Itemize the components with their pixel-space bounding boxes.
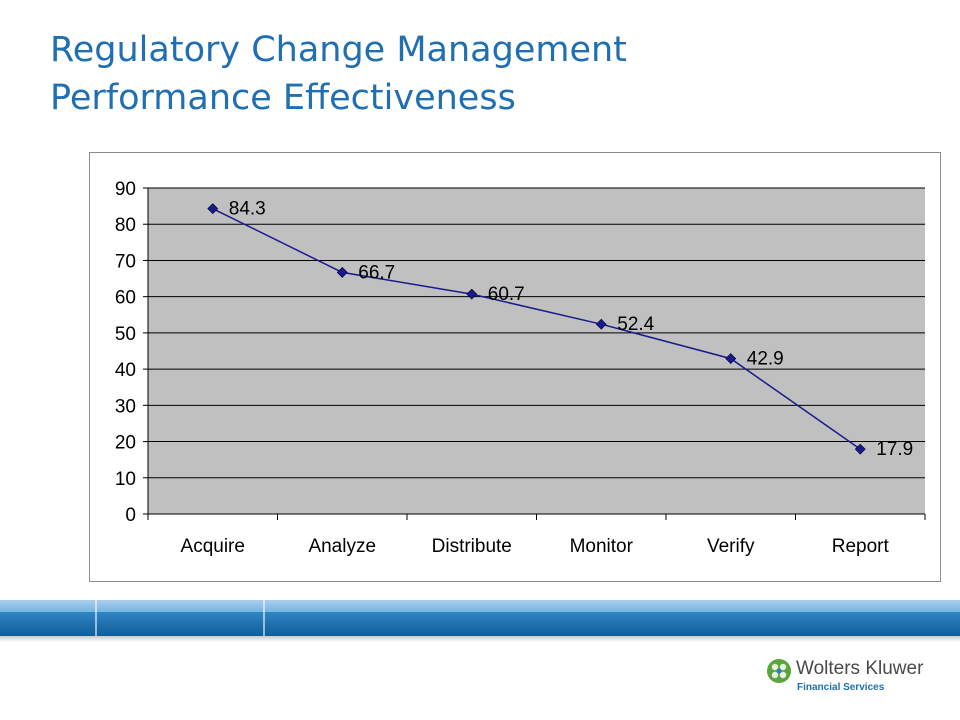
logo-subtitle: Financial Services <box>797 682 885 693</box>
slide-title: Regulatory Change Management Performance… <box>50 26 910 122</box>
company-logo: Wolters Kluwer Financial Services <box>766 656 946 700</box>
wolters-kluwer-globe-icon <box>767 659 791 683</box>
x-tick-label: Analyze <box>308 536 376 557</box>
y-tick-label: 80 <box>115 215 136 236</box>
y-tick-label: 70 <box>115 251 136 272</box>
y-tick-label: 90 <box>115 179 136 200</box>
y-tick-label: 60 <box>115 288 136 309</box>
footer-band <box>0 612 960 636</box>
y-tick-label: 40 <box>115 360 136 381</box>
chart-frame: 0 10 20 30 40 50 60 70 80 90 Acquire Analyze Distrib… <box>89 152 941 582</box>
x-tick-label: Report <box>832 536 890 557</box>
line-chart: 0 10 20 30 40 50 60 70 80 90 Acquire Analyze Distrib… <box>115 179 926 557</box>
data-label: 52.4 <box>617 314 654 335</box>
y-tick-label: 50 <box>115 324 136 345</box>
footer-band-divider <box>95 600 97 636</box>
footer-band-highlight <box>0 600 960 612</box>
footer-band-shadow <box>0 636 960 642</box>
data-point-marker <box>466 288 478 300</box>
data-label: 60.7 <box>488 284 525 305</box>
footer-band-divider <box>263 600 265 636</box>
x-tick-label: Acquire <box>181 536 245 557</box>
slide-title-line-2: Performance Effectiveness <box>50 78 516 118</box>
data-point-marker <box>725 353 737 365</box>
data-point-marker <box>336 266 348 278</box>
data-point-marker <box>207 203 219 215</box>
series-line <box>212 207 861 450</box>
slide-title-line-1: Regulatory Change Management <box>50 30 627 70</box>
data-label: 84.3 <box>229 199 266 220</box>
y-tick-label: 20 <box>115 433 136 454</box>
data-point-marker <box>595 318 607 330</box>
plot-area <box>148 188 925 514</box>
x-tick-label: Verify <box>707 536 755 557</box>
x-tick-label: Distribute <box>432 536 512 557</box>
logo-name: Wolters Kluwer <box>796 658 924 679</box>
y-tick-label: 0 <box>125 505 136 526</box>
data-point-marker <box>854 443 866 455</box>
x-tick-label: Monitor <box>570 536 634 557</box>
y-tick-label: 30 <box>115 396 136 417</box>
data-label: 17.9 <box>876 439 913 460</box>
y-tick-label: 10 <box>115 469 136 490</box>
data-label: 42.9 <box>747 349 784 370</box>
data-label: 66.7 <box>358 262 395 283</box>
